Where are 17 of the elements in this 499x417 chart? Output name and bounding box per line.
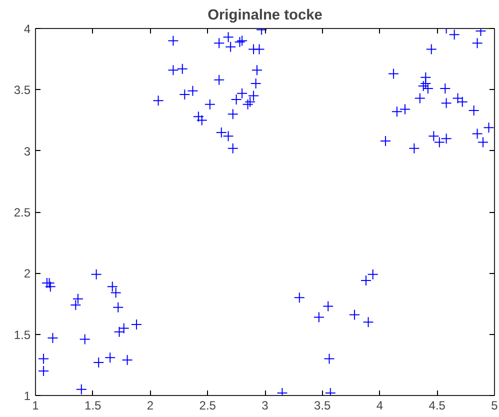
x-tick-label: 3.5 bbox=[314, 398, 332, 412]
y-tick-label: 4 bbox=[24, 22, 31, 36]
chart-title: Originalne tocke bbox=[208, 8, 322, 24]
x-tick-label: 2 bbox=[146, 398, 154, 412]
y-tick-label: 2.5 bbox=[14, 206, 31, 220]
y-tick-label: 3 bbox=[24, 144, 31, 158]
x-tick-label: 1 bbox=[32, 398, 40, 412]
y-tick-label: 1.5 bbox=[14, 328, 31, 342]
x-tick-label: 4 bbox=[376, 398, 384, 412]
x-tick-label: 2.5 bbox=[199, 398, 216, 412]
x-tick-label: 3 bbox=[262, 398, 269, 412]
y-tick-label: 1 bbox=[24, 389, 31, 403]
x-tick-label: 4.5 bbox=[428, 398, 446, 412]
y-tick-label: 2 bbox=[24, 266, 31, 281]
y-tick-label: 3.5 bbox=[14, 83, 31, 98]
x-tick-label: 5 bbox=[491, 398, 498, 412]
x-tick-label: 1.5 bbox=[84, 398, 102, 412]
